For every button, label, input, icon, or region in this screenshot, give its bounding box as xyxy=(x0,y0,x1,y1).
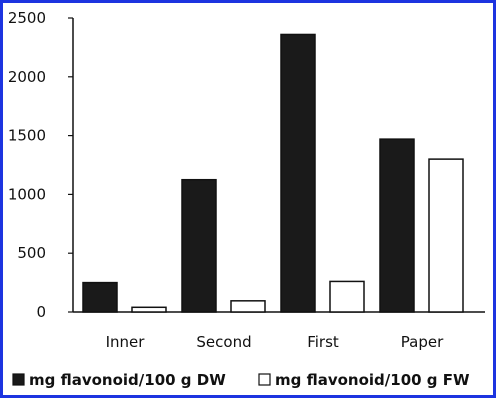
y-axis-ticks: 0 500 1000 1500 2000 2500 xyxy=(8,9,73,321)
axes xyxy=(72,18,485,313)
y-tick-label: 1500 xyxy=(8,127,46,145)
bar-dw-paper xyxy=(379,138,415,313)
x-category-label: Inner xyxy=(106,333,146,351)
bar-fw-first xyxy=(329,280,365,313)
bar-dw-second xyxy=(181,178,217,313)
legend-label-fw: mg flavonoid/100 g FW xyxy=(275,371,470,389)
bar-dw-first xyxy=(280,33,316,313)
bar-dw-inner xyxy=(82,281,118,313)
x-category-label: First xyxy=(307,333,339,351)
x-category-label: Second xyxy=(196,333,251,351)
y-tick-label: 2500 xyxy=(8,9,46,27)
bar-fw-paper xyxy=(428,158,464,313)
y-tick-label: 2000 xyxy=(8,68,46,86)
y-tick-label: 1000 xyxy=(8,185,46,203)
x-category-label: Paper xyxy=(401,333,444,351)
bar-fw-inner xyxy=(131,306,167,313)
x-axis-labels: Inner Second First Paper xyxy=(106,333,444,351)
legend-label-dw: mg flavonoid/100 g DW xyxy=(29,371,226,389)
legend-swatch-fw xyxy=(258,373,271,386)
legend: mg flavonoid/100 g DW mg flavonoid/100 g … xyxy=(12,371,470,389)
bar-fw-second xyxy=(230,300,266,313)
y-tick-label: 0 xyxy=(36,303,46,321)
legend-swatch-dw xyxy=(12,373,25,386)
bars xyxy=(82,33,464,313)
y-tick-label: 500 xyxy=(17,244,46,262)
